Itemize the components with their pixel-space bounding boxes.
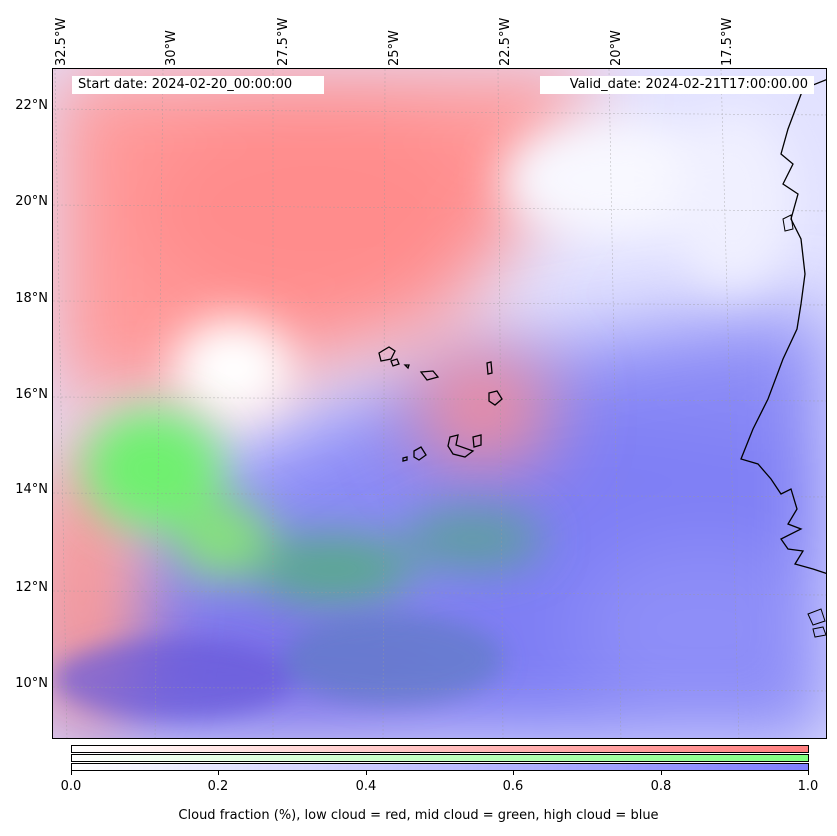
- lat-label: 10°N: [15, 676, 48, 691]
- low-cloud-colorbar: [71, 745, 809, 753]
- lat-label: 22°N: [15, 98, 48, 113]
- lat-label: 12°N: [15, 580, 48, 595]
- graticule: [53, 69, 826, 738]
- lon-label: 17.5°W: [720, 17, 735, 66]
- coastal-island: [807, 608, 826, 638]
- colorbar-tickmark: [366, 771, 367, 775]
- colorbar-tick-label: 0.0: [60, 779, 82, 794]
- coastal-island: [782, 214, 794, 232]
- low-cloud-field: [53, 69, 593, 738]
- lon-label: 22.5°W: [498, 17, 513, 66]
- coastline-africa: [740, 79, 826, 575]
- colorbar-tickmark: [71, 771, 72, 775]
- valid-date-label: Valid_date: 2024-02-21T17:00:00.00: [540, 76, 814, 94]
- lat-label: 14°N: [15, 482, 48, 497]
- lat-label: 20°N: [15, 194, 48, 209]
- lon-label: 20°W: [609, 30, 624, 66]
- mixed-cloud-band: [53, 614, 503, 719]
- colorbar-tickmark: [513, 771, 514, 775]
- colorbar-tick-label: 1.0: [797, 779, 819, 794]
- cape-verde-islands: [378, 346, 503, 462]
- high-cloud-colorbar: [71, 763, 809, 771]
- colorbar-label: Cloud fraction (%), low cloud = red, mid…: [178, 808, 659, 823]
- mid-cloud-colorbar: [71, 754, 809, 762]
- colorbar-tick-label: 0.4: [355, 779, 377, 794]
- lat-label: 16°N: [15, 387, 48, 402]
- lat-label: 18°N: [15, 291, 48, 306]
- lon-label: 30°W: [164, 30, 179, 66]
- colorbar-tickmark: [661, 771, 662, 775]
- clear-patch: [173, 109, 793, 419]
- lon-label: 32.5°W: [54, 17, 69, 66]
- colorbar-tickmark: [808, 771, 809, 775]
- lon-label: 27.5°W: [276, 17, 291, 66]
- colorbar-tick-label: 0.8: [650, 779, 672, 794]
- cloud-fraction-map: [52, 68, 827, 739]
- mid-cloud-field: [83, 409, 543, 604]
- colorbar-tickmark: [218, 771, 219, 775]
- lon-label: 25°W: [387, 30, 402, 66]
- colorbar-tick-label: 0.6: [502, 779, 524, 794]
- colorbar-group: [71, 745, 809, 771]
- start-date-label: Start date: 2024-02-20_00:00:00: [72, 76, 324, 94]
- colorbar-tick-label: 0.2: [207, 779, 229, 794]
